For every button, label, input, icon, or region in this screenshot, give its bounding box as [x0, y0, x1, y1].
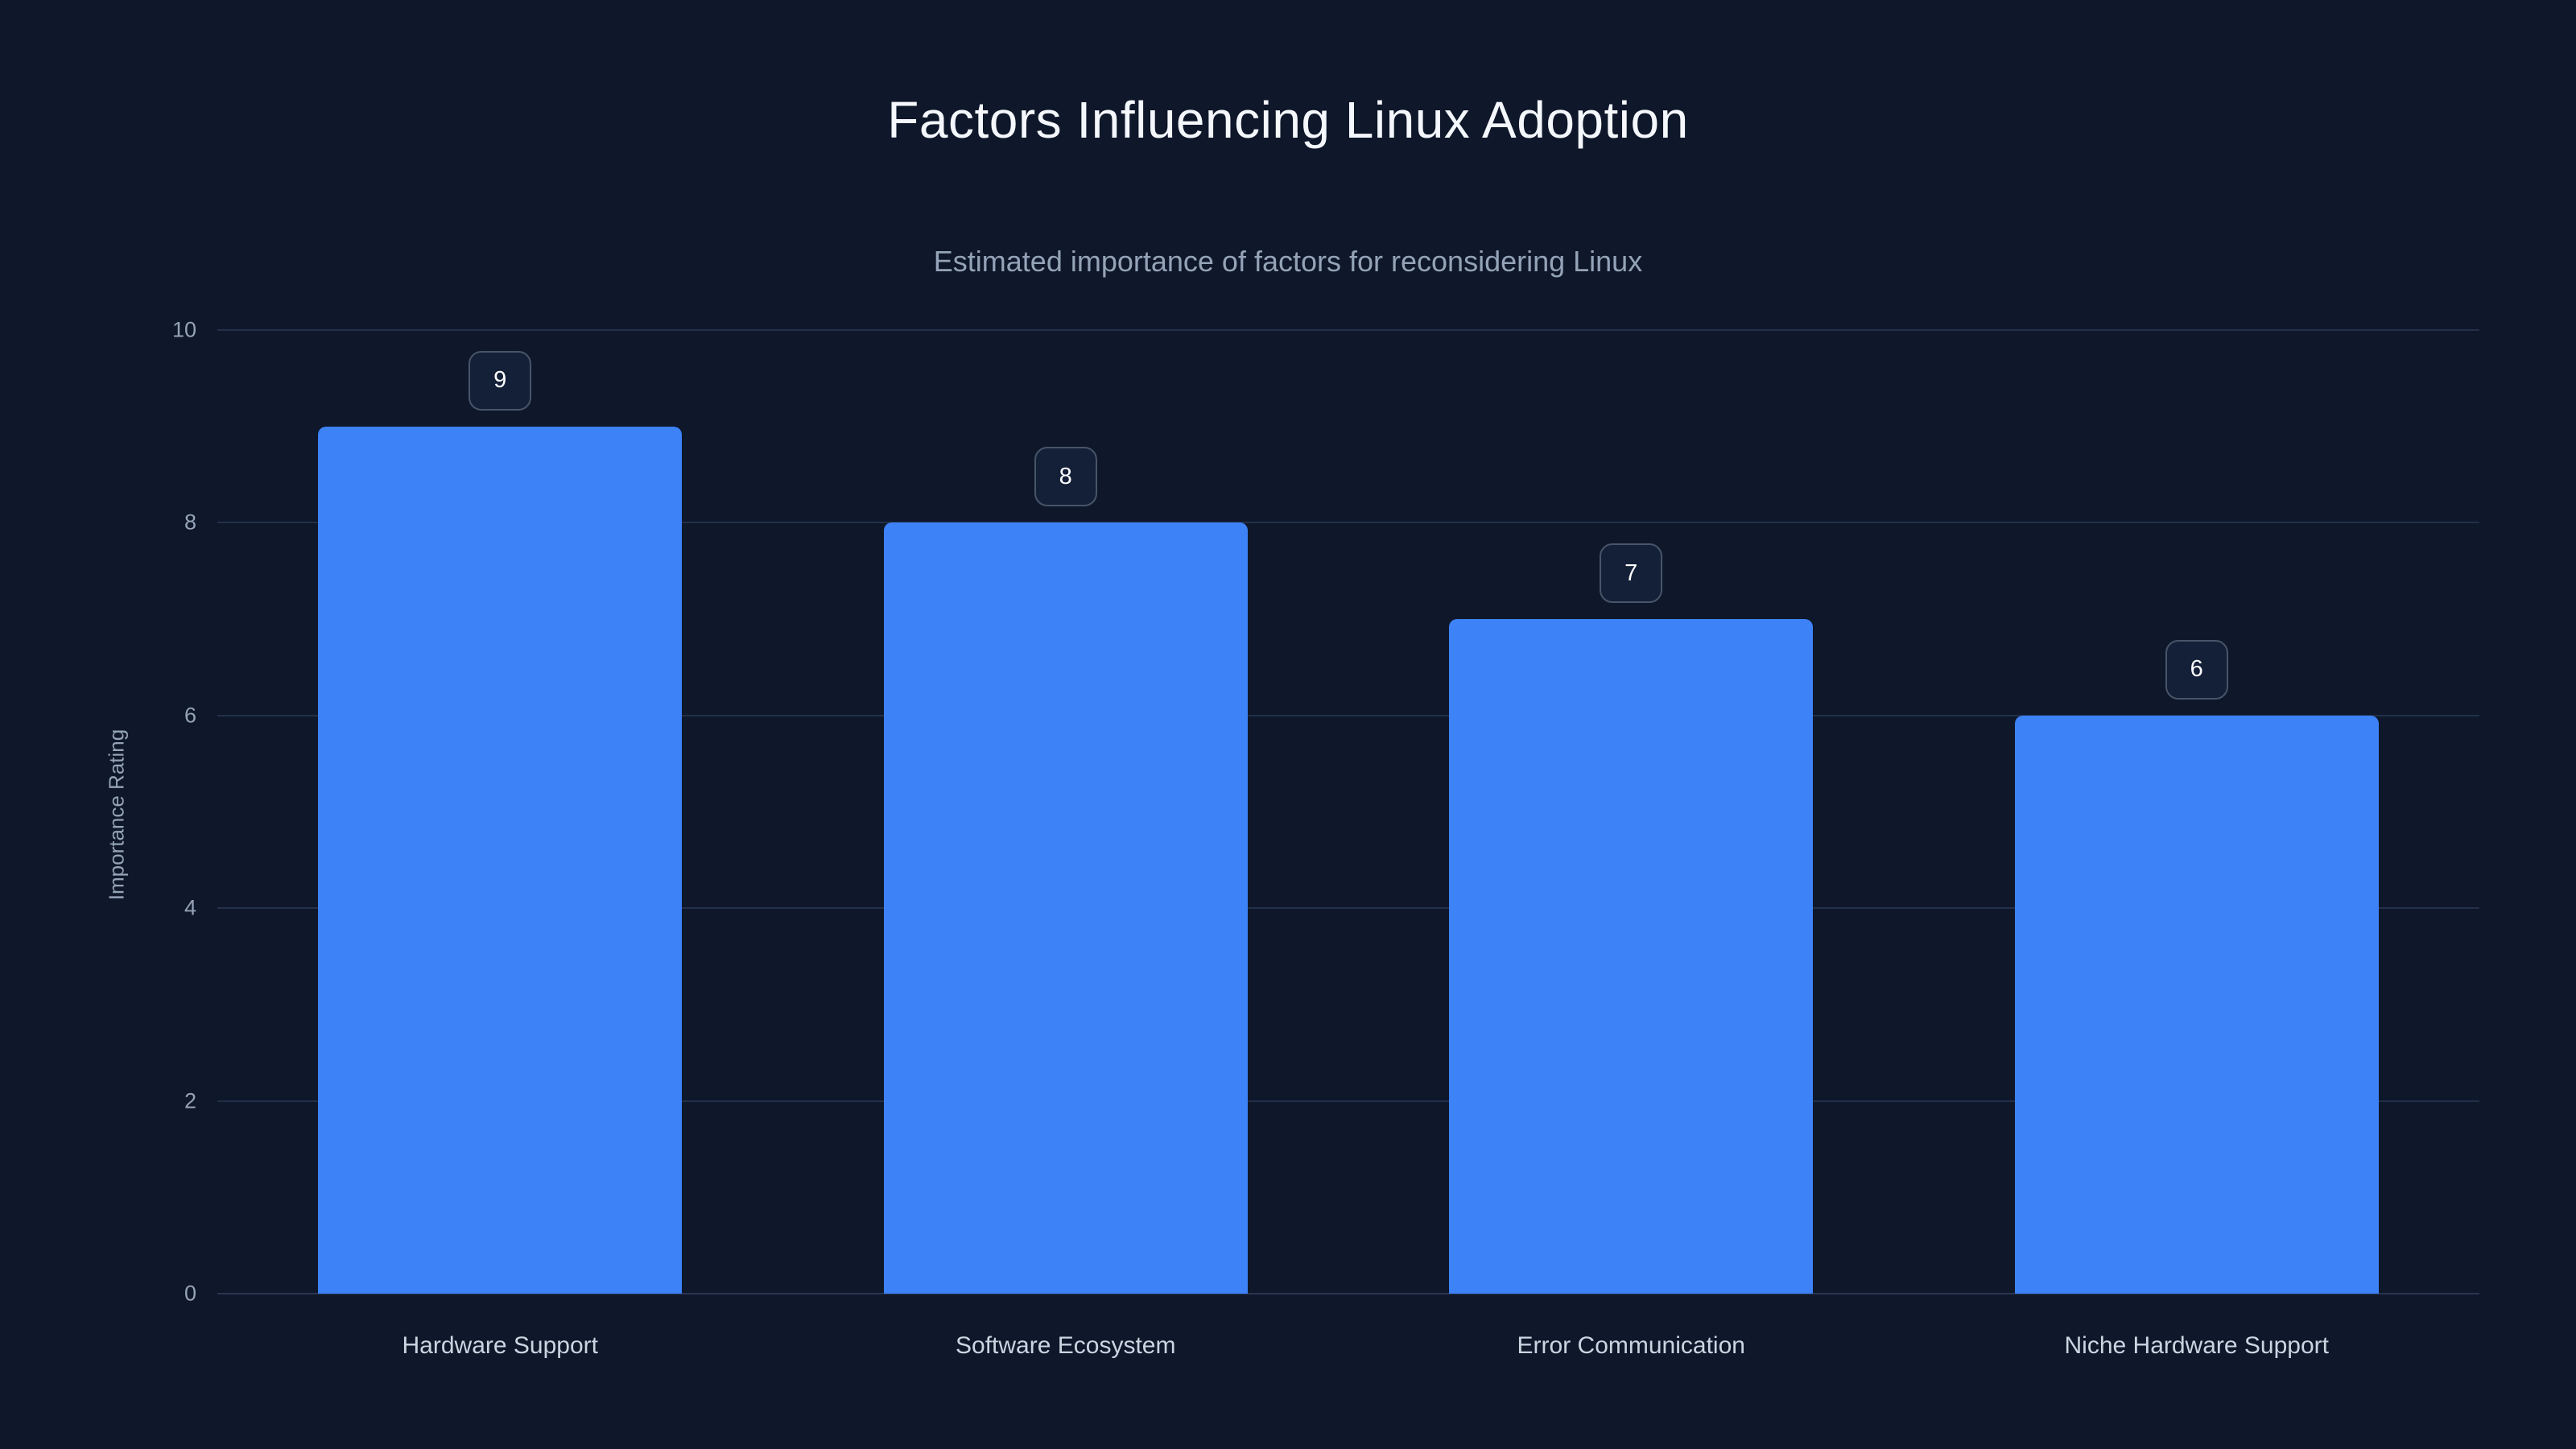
y-tick-10: 10: [171, 317, 196, 342]
value-badge-software-ecosystem: 8: [1034, 447, 1097, 507]
plot-area: 0 2 4 6 8 10 9 8 7 6: [172, 318, 2479, 1306]
x-label-error-communication: Error Communication: [1517, 1332, 1745, 1359]
y-tick-0: 0: [184, 1281, 196, 1306]
gridline-0: [217, 1293, 2479, 1294]
y-tick-6: 6: [184, 703, 196, 728]
bar-slot-hardware-support: 9: [217, 330, 783, 1294]
bar-slot-software-ecosystem: 8: [783, 330, 1349, 1294]
bar-niche-hardware-support[interactable]: 6: [2014, 639, 2379, 1294]
bar-slot-niche-hardware-support: 6: [1914, 330, 2480, 1294]
value-badge-error-communication: 7: [1600, 543, 1663, 604]
gridline-8: [217, 522, 2479, 524]
y-tick-4: 4: [184, 895, 196, 920]
gridline-2: [217, 1100, 2479, 1102]
y-axis-label: Importance Rating: [104, 729, 129, 901]
gridline-6: [217, 714, 2479, 716]
x-axis-labels: Hardware Support Software Ecosystem Error …: [217, 1332, 2479, 1360]
x-label-niche-hardware-support: Niche Hardware Support: [2064, 1332, 2330, 1359]
y-tick-8: 8: [184, 510, 196, 535]
bar-error-communication[interactable]: 7: [1449, 543, 1814, 1294]
x-label-hardware-support: Hardware Support: [402, 1332, 598, 1359]
y-tick-2: 2: [184, 1088, 196, 1113]
chart-title: Factors Influencing Linux Adoption: [887, 91, 1689, 149]
bar-slot-error-communication: 7: [1348, 330, 1914, 1294]
x-label-software-ecosystem: Software Ecosystem: [956, 1332, 1176, 1359]
gridline-10: [217, 329, 2479, 331]
value-badge-niche-hardware-support: 6: [2165, 639, 2228, 700]
bar-software-ecosystem[interactable]: 8: [883, 447, 1248, 1294]
bar-hardware-support[interactable]: 9: [318, 350, 683, 1294]
bars-row: 9 8 7 6: [217, 330, 2479, 1294]
chart-subtitle: Estimated importance of factors for reco…: [933, 245, 1643, 278]
gridline-4: [217, 907, 2479, 910]
value-badge-hardware-support: 9: [469, 350, 532, 411]
